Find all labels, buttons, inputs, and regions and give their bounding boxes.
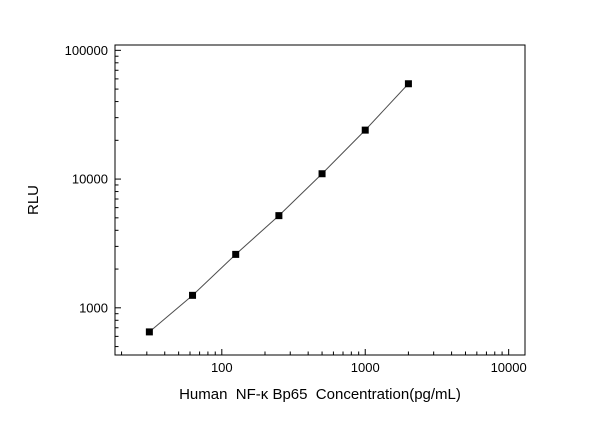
data-point [404,80,412,88]
data-point [189,291,197,299]
data-point [318,170,326,178]
plot-border [114,44,526,356]
x-tick-label: 100 [211,360,233,375]
data-point [275,212,283,220]
y-tick-label: 100000 [65,43,108,58]
x-tick-label: 10000 [491,360,527,375]
y-tick-label: 1000 [79,300,108,315]
data-point [145,328,153,336]
x-tick-label: 1000 [351,360,380,375]
data-point [232,250,240,258]
data-point [361,126,369,134]
plot-area: 100 1000 10000 1000 10000 100000 [65,43,527,375]
y-axis-title: RLU [25,185,42,215]
x-axis-title: Human NF-κ Bp65 Concentration(pg/mL) [179,386,461,403]
y-tick-label: 10000 [72,172,108,187]
data-series-line [149,83,409,333]
